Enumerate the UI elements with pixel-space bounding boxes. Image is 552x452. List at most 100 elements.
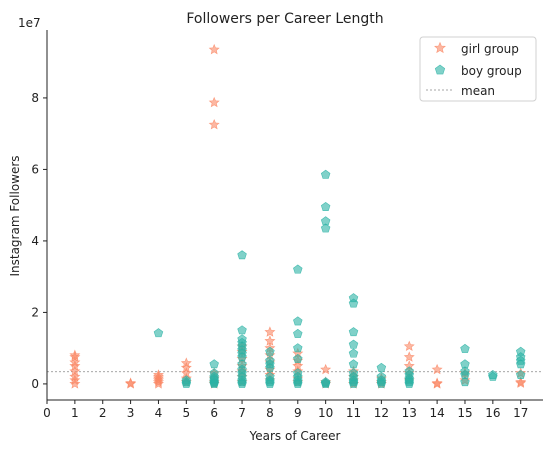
legend-boy-group-marker xyxy=(434,64,446,75)
x-tick-label: 17 xyxy=(513,406,528,420)
boy-group-point xyxy=(348,293,359,303)
y-tick-label: 8 xyxy=(31,91,39,105)
boy-group-point xyxy=(237,250,247,260)
x-tick-label: 15 xyxy=(457,406,472,420)
y-tick-label: 0 xyxy=(31,377,39,391)
girl-group-point xyxy=(69,378,81,389)
x-tick-label: 16 xyxy=(485,406,500,420)
girl-group-point xyxy=(403,351,415,362)
y-axis-ticks: 0 2 4 6 8 xyxy=(31,91,47,391)
girl-group-point xyxy=(69,370,81,382)
boy-group-point xyxy=(348,339,359,349)
boy-group-point xyxy=(376,371,387,381)
legend: girl group boy group mean xyxy=(419,36,537,102)
x-tick-label: 14 xyxy=(429,406,444,420)
girl-group-point xyxy=(69,365,81,377)
boy-group-point xyxy=(460,377,470,387)
boy-group-point xyxy=(320,201,331,211)
boy-group-point xyxy=(293,368,303,378)
x-tick-label: 3 xyxy=(127,406,135,420)
girl-group-point xyxy=(69,360,81,371)
boy-group-point xyxy=(460,366,470,376)
boy-group-point xyxy=(237,334,247,344)
boy-group-point xyxy=(237,359,247,369)
girl-group-point xyxy=(208,96,220,108)
y-tick-label: 6 xyxy=(31,162,39,176)
x-tick-label: 0 xyxy=(43,406,51,420)
boy-group-point xyxy=(293,328,303,338)
x-tick-label: 6 xyxy=(210,406,218,420)
girl-group-point xyxy=(431,363,443,375)
girl-group-point xyxy=(180,362,192,373)
boy-group-point xyxy=(348,368,359,378)
boy-group-point xyxy=(488,370,498,380)
girl-group-point xyxy=(69,356,81,368)
girl-group-point xyxy=(208,43,220,55)
girl-group-point xyxy=(264,326,276,337)
boy-group-point xyxy=(515,346,526,356)
y-axis-label: Instagram Followers xyxy=(8,155,22,276)
x-axis-ticks: 0 1 2 3 4 5 6 7 8 9 10 11 12 13 14 15 16 17 xyxy=(43,400,528,420)
y-tick-label: 2 xyxy=(31,305,39,319)
boy-group-point xyxy=(265,346,275,356)
girl-group-point xyxy=(403,340,415,352)
x-tick-label: 2 xyxy=(99,406,107,420)
legend-mean-label: mean xyxy=(461,84,495,98)
x-tick-label: 9 xyxy=(294,406,302,420)
boy-group-point xyxy=(320,377,331,387)
y-tick-label: 4 xyxy=(31,234,39,248)
x-tick-label: 11 xyxy=(346,406,361,420)
boy-group-point xyxy=(293,316,303,326)
girl-group-point xyxy=(69,374,81,386)
girl-group-point xyxy=(208,118,220,130)
boy-group-point xyxy=(153,328,164,338)
boy-group-point xyxy=(209,359,219,369)
legend-box xyxy=(419,36,537,102)
axes-spines xyxy=(46,30,543,401)
boy-group-point xyxy=(376,362,387,372)
x-tick-label: 1 xyxy=(71,406,79,420)
x-tick-label: 12 xyxy=(374,406,389,420)
x-tick-label: 10 xyxy=(318,406,333,420)
boy-group-point xyxy=(209,368,219,378)
boy-group-point xyxy=(320,169,331,179)
legend-pentagon-icon xyxy=(434,64,446,75)
legend-star-icon xyxy=(434,41,446,54)
boy-group-point xyxy=(320,223,331,233)
x-tick-label: 5 xyxy=(183,406,191,420)
boy-group-point xyxy=(515,370,526,380)
boy-group-point xyxy=(348,359,359,369)
boy-group-point xyxy=(404,366,414,376)
legend-boy-group-label: boy group xyxy=(461,64,522,78)
boy-group-point xyxy=(348,327,359,337)
girl-group-point xyxy=(125,377,137,388)
girl-group-point xyxy=(431,377,443,388)
boy-group-point xyxy=(460,359,470,369)
x-axis-label: Years of Career xyxy=(249,429,341,443)
boy-group-point xyxy=(265,355,275,365)
x-tick-label: 7 xyxy=(238,406,246,420)
girl-group-point xyxy=(152,369,164,380)
girl-group-point xyxy=(264,335,276,346)
x-tick-label: 8 xyxy=(266,406,274,420)
boy-group-point xyxy=(265,371,275,381)
boy-group-point xyxy=(293,343,303,353)
girl-group-point xyxy=(69,349,81,360)
legend-girl-group-marker xyxy=(434,41,446,54)
boy-group-point xyxy=(293,264,303,274)
boy-group-point xyxy=(348,348,359,358)
boy-group-point xyxy=(320,216,331,226)
girl-group-point xyxy=(320,363,332,375)
girl-group-point xyxy=(180,357,192,368)
chart-title: Followers per Career Length xyxy=(186,11,383,27)
legend-girl-group-label: girl group xyxy=(461,42,519,56)
x-tick-label: 4 xyxy=(155,406,163,420)
boy-group-point xyxy=(293,353,303,363)
boy-group-point xyxy=(460,343,470,353)
girl-group-point xyxy=(515,376,527,387)
plot-area xyxy=(47,43,543,389)
boy-group-point xyxy=(181,375,192,385)
x-tick-label: 13 xyxy=(402,406,417,420)
y-offset-text: 1e7 xyxy=(18,16,41,30)
